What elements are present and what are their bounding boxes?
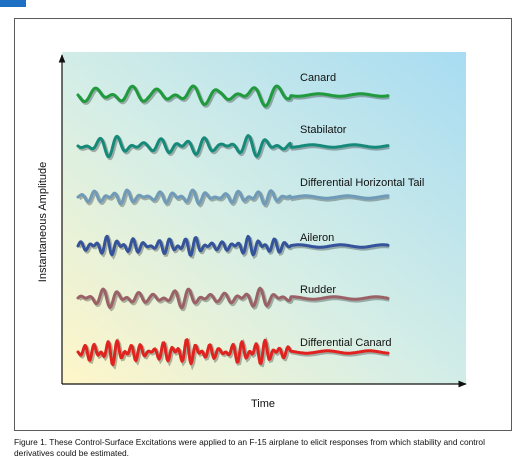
x-axis-title: Time [251,398,275,410]
trace-line-4 [76,286,390,310]
series-label-0: Canard [300,72,336,84]
y-axis-title: Instantaneous Amplitude [37,162,49,282]
signal-traces: Canard Stabilator Differential Horizontal … [76,72,424,371]
series-label-4: Rudder [300,284,336,296]
figure-frame [14,18,512,431]
corner-tab [0,0,26,7]
trace-line-0 [76,84,390,108]
series-label-5: Differential Canard [300,337,392,349]
series-label-1: Stabilator [300,124,347,136]
plot-background [62,52,466,384]
trace-line-3 [76,234,390,257]
trace-line-1 [76,134,390,159]
figure-caption: Figure 1. These Control-Surface Excitati… [14,437,485,458]
trace-line-5 [76,338,390,367]
trace-line-2 [76,188,390,206]
series-label-2: Differential Horizontal Tail [300,177,424,189]
series-label-3: Aileron [300,232,334,244]
